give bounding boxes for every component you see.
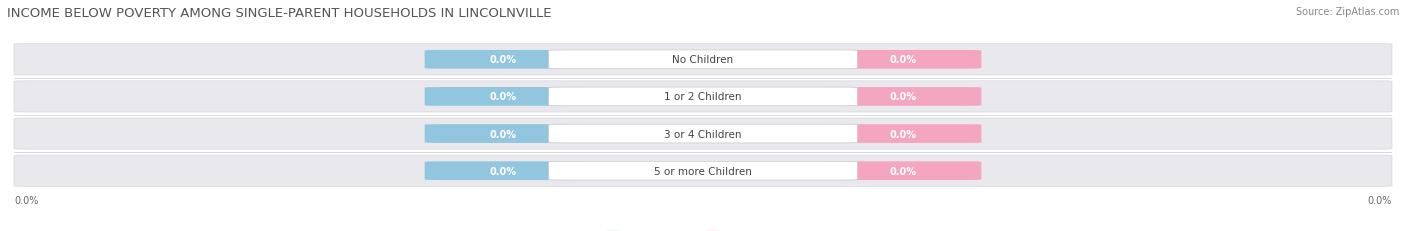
Text: 3 or 4 Children: 3 or 4 Children [664,129,742,139]
Text: 0.0%: 0.0% [889,92,917,102]
FancyBboxPatch shape [824,125,981,143]
FancyBboxPatch shape [548,162,858,180]
FancyBboxPatch shape [824,162,981,180]
Text: INCOME BELOW POVERTY AMONG SINGLE-PARENT HOUSEHOLDS IN LINCOLNVILLE: INCOME BELOW POVERTY AMONG SINGLE-PARENT… [7,7,551,20]
FancyBboxPatch shape [14,45,1392,76]
FancyBboxPatch shape [425,125,582,143]
Text: Source: ZipAtlas.com: Source: ZipAtlas.com [1295,7,1399,17]
Text: 0.0%: 0.0% [889,166,917,176]
Text: 0.0%: 0.0% [889,129,917,139]
Text: 0.0%: 0.0% [489,55,517,65]
Text: 0.0%: 0.0% [489,129,517,139]
FancyBboxPatch shape [14,119,1392,149]
FancyBboxPatch shape [425,51,582,69]
FancyBboxPatch shape [548,88,858,106]
FancyBboxPatch shape [548,51,858,69]
Text: 0.0%: 0.0% [889,55,917,65]
Text: 0.0%: 0.0% [489,166,517,176]
FancyBboxPatch shape [548,125,858,143]
FancyBboxPatch shape [14,82,1392,112]
Text: 0.0%: 0.0% [489,92,517,102]
FancyBboxPatch shape [824,51,981,69]
Text: 0.0%: 0.0% [14,195,38,205]
FancyBboxPatch shape [14,155,1392,186]
Text: 5 or more Children: 5 or more Children [654,166,752,176]
FancyBboxPatch shape [824,88,981,106]
Text: 0.0%: 0.0% [1368,195,1392,205]
FancyBboxPatch shape [425,88,582,106]
Text: 1 or 2 Children: 1 or 2 Children [664,92,742,102]
FancyBboxPatch shape [425,162,582,180]
Text: No Children: No Children [672,55,734,65]
